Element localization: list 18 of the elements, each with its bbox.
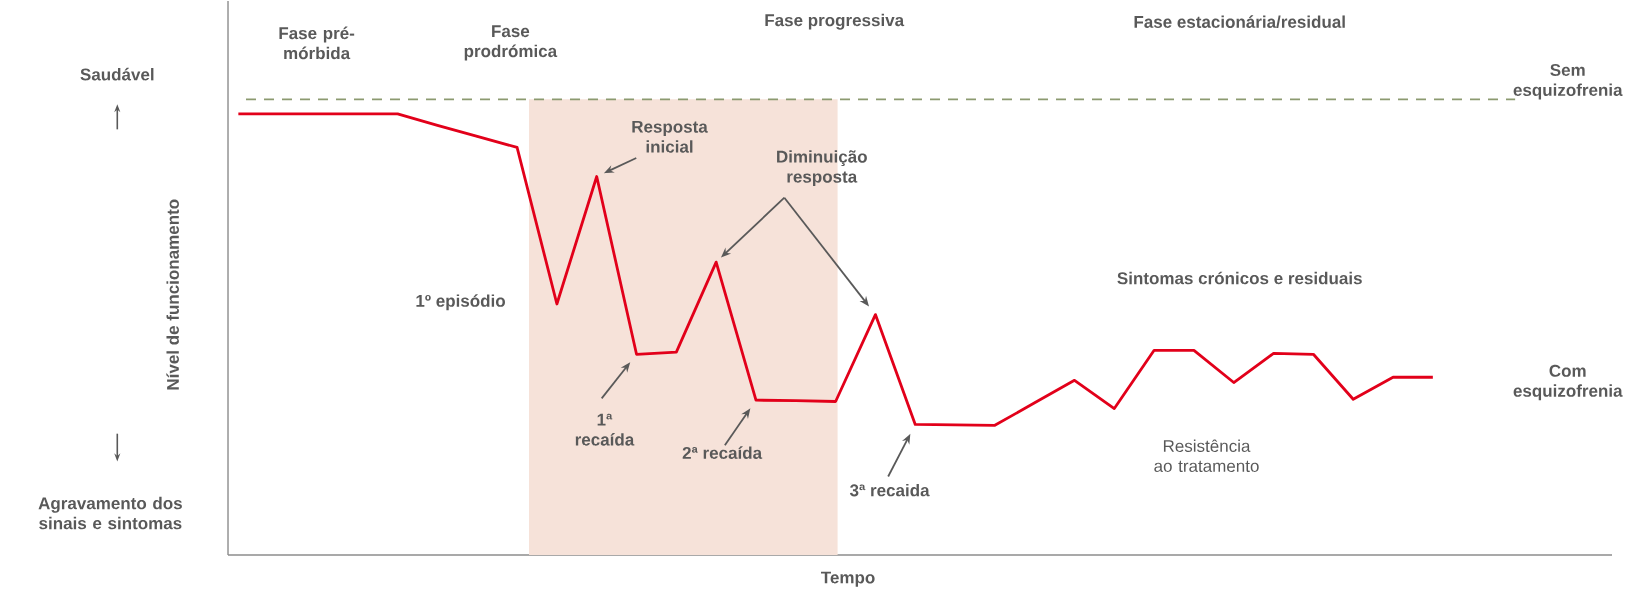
text: Saudável bbox=[80, 67, 154, 81]
annotation: Sintomas crónicos e residuais bbox=[1117, 271, 1362, 285]
annotation: Resposta inicial bbox=[632, 120, 708, 153]
text: Agravamento dos sinais e sintomas bbox=[38, 496, 182, 530]
text: Com esquizofrenia bbox=[1513, 364, 1623, 401]
text: Fase prodrómica bbox=[464, 25, 558, 61]
annotation: Resistência ao tratamento bbox=[1154, 439, 1259, 472]
x-axis-title: Tempo bbox=[821, 571, 875, 587]
text: Fase estacionária/residual bbox=[1134, 15, 1345, 29]
ref-line-label: Sem esquizofrenia bbox=[1513, 64, 1623, 100]
annotation: Diminuição resposta bbox=[777, 150, 867, 187]
text: Fase pré-mórbida bbox=[279, 26, 355, 60]
annotation: 2ª recaída bbox=[682, 446, 763, 459]
annotation: 3ª recaida bbox=[849, 483, 930, 497]
annotation: 1º episódio bbox=[416, 294, 505, 311]
annotation: 1ª recaída bbox=[575, 413, 635, 446]
text: Fase progressiva bbox=[765, 13, 905, 30]
y-axis-title: Nível de funcionamento bbox=[166, 199, 179, 390]
